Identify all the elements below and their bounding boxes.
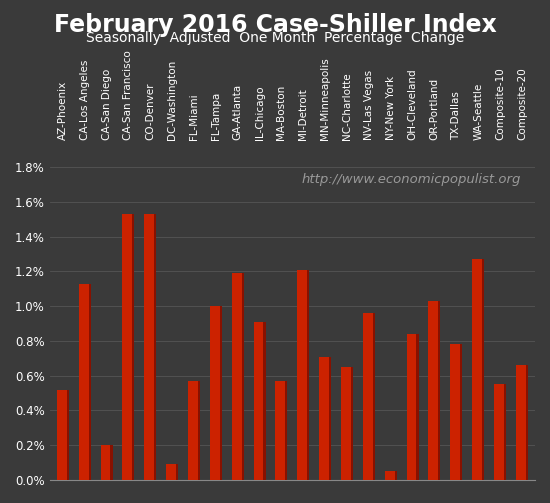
Bar — [319, 357, 331, 480]
Bar — [460, 345, 463, 480]
Text: http://www.economicpopulist.org: http://www.economicpopulist.org — [301, 173, 520, 186]
Bar — [472, 259, 484, 480]
Bar — [526, 365, 528, 480]
Bar — [188, 381, 200, 480]
Bar — [298, 270, 309, 480]
Text: February 2016 Case-Shiller Index: February 2016 Case-Shiller Index — [54, 13, 496, 37]
Bar — [438, 301, 441, 480]
Bar — [276, 381, 288, 480]
Bar — [504, 384, 506, 480]
Bar — [57, 390, 69, 480]
Bar — [132, 214, 134, 480]
Bar — [494, 384, 506, 480]
Bar — [394, 471, 397, 480]
Bar — [154, 214, 156, 480]
Bar — [67, 390, 69, 480]
Bar — [285, 381, 288, 480]
Bar — [406, 334, 419, 480]
Bar — [363, 313, 375, 480]
Bar — [111, 445, 113, 480]
Bar — [166, 464, 178, 480]
Bar — [254, 322, 266, 480]
Bar — [416, 334, 419, 480]
Bar — [428, 301, 441, 480]
Bar — [210, 306, 222, 480]
Bar — [482, 259, 484, 480]
Text: Seasonally  Adjusted  One Month  Percentage  Change: Seasonally Adjusted One Month Percentage… — [86, 31, 464, 45]
Bar — [351, 367, 353, 480]
Bar — [101, 445, 113, 480]
Bar — [450, 345, 463, 480]
Bar — [241, 273, 244, 480]
Bar — [307, 270, 309, 480]
Bar — [329, 357, 331, 480]
Bar — [232, 273, 244, 480]
Bar — [198, 381, 200, 480]
Bar — [89, 284, 91, 480]
Bar — [219, 306, 222, 480]
Bar — [176, 464, 178, 480]
Bar — [79, 284, 91, 480]
Bar — [516, 365, 528, 480]
Bar — [373, 313, 375, 480]
Bar — [263, 322, 266, 480]
Bar — [384, 471, 397, 480]
Bar — [341, 367, 353, 480]
Bar — [123, 214, 134, 480]
Bar — [144, 214, 156, 480]
